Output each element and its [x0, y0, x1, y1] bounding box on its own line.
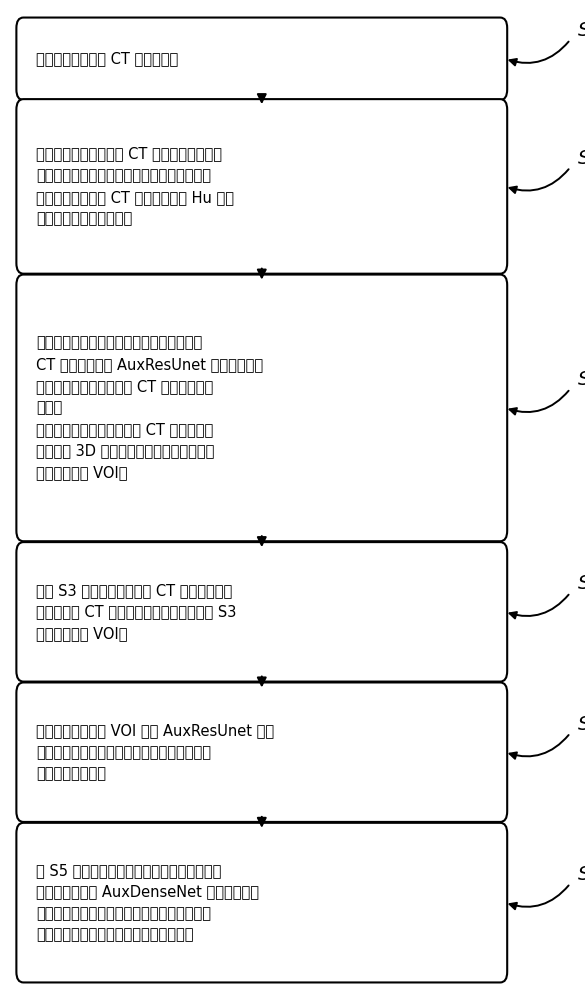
Text: S3: S3: [578, 370, 585, 389]
Text: S5: S5: [578, 715, 585, 734]
FancyBboxPatch shape: [16, 542, 507, 682]
FancyBboxPatch shape: [16, 18, 507, 100]
Text: 对获取的三维腹部肝脏 CT 图像数据进行预处
理和数据标准化；其中，预处理步骤包括对获
取的三维腹部肝脏 CT 图像数据进行 Hu 值选
取和直方图均衡化处理；: 对获取的三维腹部肝脏 CT 图像数据进行预处 理和数据标准化；其中，预处理步骤包…: [36, 147, 234, 226]
Text: S4: S4: [578, 574, 585, 593]
Text: S1: S1: [578, 21, 585, 40]
FancyBboxPatch shape: [16, 99, 507, 274]
Text: 获取三维腹部肝脏 CT 图像数据；: 获取三维腹部肝脏 CT 图像数据；: [36, 51, 178, 66]
Text: 将经过预处理和数据标准化的三维腹部肝脏
CT 图像数据输入 AuxResUnet 肝脏图像分割
模型，获得三维腹部肝脏 CT 图像数据分割
结果；
然后对获取的: 将经过预处理和数据标准化的三维腹部肝脏 CT 图像数据输入 AuxResUnet…: [36, 336, 263, 480]
Text: S2: S2: [578, 149, 585, 168]
Text: 对 S5 中获得的肝脏图像病变分割结果进行包
围盒选取，采用 AuxDenseNet 病变检测模型
进行假阳性判别，并对最终判断为真阳性的结
果添加包围盒作为最: 对 S5 中获得的肝脏图像病变分割结果进行包 围盒选取，采用 AuxDenseN…: [36, 863, 259, 943]
FancyBboxPatch shape: [16, 275, 507, 541]
Text: 将经过覆盖的肝脏 VOI 输入 AuxResUnet 肝脏
图像病变分割模型进行病变分割，获得肝脏图
像病变分割结果；: 将经过覆盖的肝脏 VOI 输入 AuxResUnet 肝脏 图像病变分割模型进行…: [36, 723, 274, 781]
Text: S6: S6: [578, 865, 585, 884]
FancyBboxPatch shape: [16, 682, 507, 822]
FancyBboxPatch shape: [16, 823, 507, 982]
Text: 采用 S3 获得三维腹部肝脏 CT 图像数据分割
结果，作为 CT 肝脏图像数据的掩膜，覆盖 S3
中得到的肝脏 VOI；: 采用 S3 获得三维腹部肝脏 CT 图像数据分割 结果，作为 CT 肝脏图像数据…: [36, 583, 237, 641]
